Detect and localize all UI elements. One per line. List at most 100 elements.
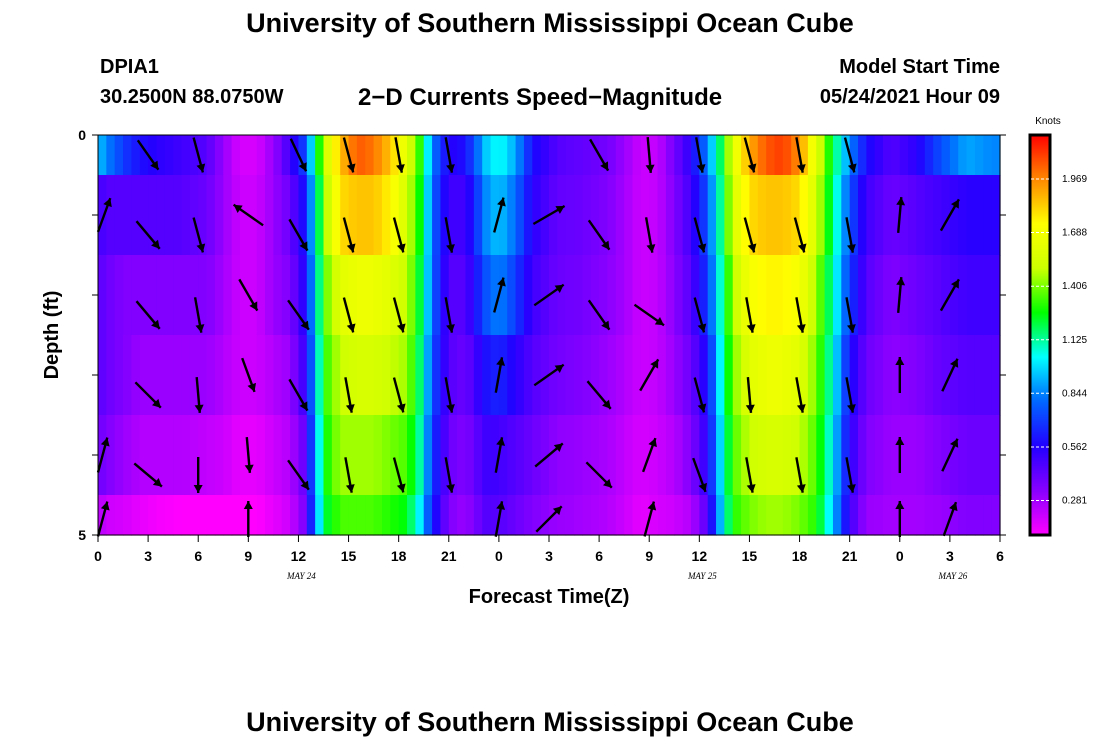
current-arrow	[795, 377, 806, 413]
heat-cell	[407, 415, 416, 496]
x-tick-label: 15	[742, 548, 758, 564]
heat-cell	[490, 415, 500, 496]
heat-cell	[640, 175, 650, 256]
heat-cell	[774, 335, 784, 416]
heat-cell	[649, 415, 659, 496]
heat-cell	[549, 255, 558, 336]
heat-cell	[557, 495, 567, 536]
current-arrow	[192, 137, 206, 173]
arrow-head	[847, 244, 856, 253]
heat-cell	[381, 255, 391, 336]
heat-cell	[699, 255, 709, 336]
heat-cell	[148, 335, 158, 416]
arrow-head	[601, 240, 610, 250]
heat-cell	[941, 495, 951, 536]
heat-cell	[824, 415, 834, 496]
heat-cell	[281, 495, 291, 536]
current-arrow	[643, 501, 657, 537]
arrow-head	[396, 483, 406, 493]
heat-cell	[323, 255, 333, 336]
heat-cell	[682, 175, 692, 256]
current-arrow	[795, 297, 806, 333]
heat-cell	[657, 135, 667, 176]
heat-cell	[949, 255, 959, 336]
heat-cell	[148, 135, 158, 176]
heat-cell	[624, 135, 634, 176]
heat-cell	[682, 135, 692, 176]
heat-cell	[607, 175, 617, 256]
current-arrow	[895, 437, 905, 473]
arrow-head	[647, 501, 657, 511]
heat-cell	[323, 175, 333, 256]
heat-cell	[457, 135, 467, 176]
heat-cell	[774, 135, 784, 176]
heat-cell	[423, 175, 433, 256]
heat-cell	[674, 255, 684, 336]
arrow-head	[346, 323, 356, 333]
heat-cell	[256, 255, 266, 336]
heat-cell	[281, 335, 291, 416]
heat-cell	[498, 175, 508, 256]
heat-cell	[331, 175, 341, 256]
heat-cell	[640, 335, 650, 416]
heat-cell	[482, 495, 492, 536]
heat-cell	[841, 415, 851, 496]
heat-cell	[315, 135, 325, 176]
heat-cell	[615, 335, 625, 416]
heat-cell	[507, 175, 517, 256]
heat-cell	[198, 415, 208, 496]
heat-cell	[198, 135, 208, 176]
arrow-head	[396, 403, 406, 413]
heat-cell	[273, 255, 283, 336]
heat-cell	[398, 135, 408, 176]
heat-cell	[941, 135, 951, 176]
heat-cell	[365, 335, 375, 416]
current-arrow	[639, 358, 660, 392]
current-arrow	[692, 457, 707, 493]
heat-cell	[741, 175, 751, 256]
heat-cell	[323, 135, 333, 176]
heat-cell	[908, 175, 918, 256]
heat-cell	[189, 175, 199, 256]
heat-cell	[640, 495, 650, 536]
current-arrow	[895, 357, 905, 393]
heat-cell	[724, 335, 734, 416]
arrow-head	[895, 437, 905, 445]
heat-cell	[657, 495, 667, 536]
heat-cell	[507, 415, 517, 496]
heat-cell	[239, 495, 249, 536]
arrow-head	[697, 403, 707, 413]
heat-cell	[498, 255, 508, 336]
heat-cell	[749, 335, 759, 416]
current-arrow	[745, 457, 756, 493]
heat-cell	[515, 495, 525, 536]
heat-cell	[766, 415, 776, 496]
heat-cell	[457, 335, 467, 416]
x-tick-label: 0	[896, 548, 904, 564]
heat-cell	[874, 255, 884, 336]
station-id: DPIA1	[100, 56, 159, 78]
heat-cell	[791, 335, 801, 416]
heat-cell	[189, 135, 199, 176]
current-arrow	[444, 457, 455, 493]
heat-cell	[682, 335, 692, 416]
heat-cell	[490, 175, 500, 256]
heat-cell	[306, 135, 316, 176]
heat-cell	[373, 415, 383, 496]
heat-cell	[106, 335, 116, 416]
heat-cell	[523, 255, 533, 336]
current-arrow	[843, 137, 857, 173]
arrow-head	[951, 279, 959, 289]
heat-cell	[131, 495, 141, 536]
heat-cell	[298, 335, 308, 416]
x-tick-label: 0	[495, 548, 503, 564]
heat-cell	[615, 415, 625, 496]
heat-cell	[315, 415, 325, 496]
heat-cell	[148, 495, 158, 536]
heat-cell	[732, 415, 742, 496]
heat-cell	[924, 495, 934, 536]
heat-cell	[265, 335, 274, 416]
heat-cell	[114, 255, 124, 336]
heat-cell	[114, 495, 124, 536]
